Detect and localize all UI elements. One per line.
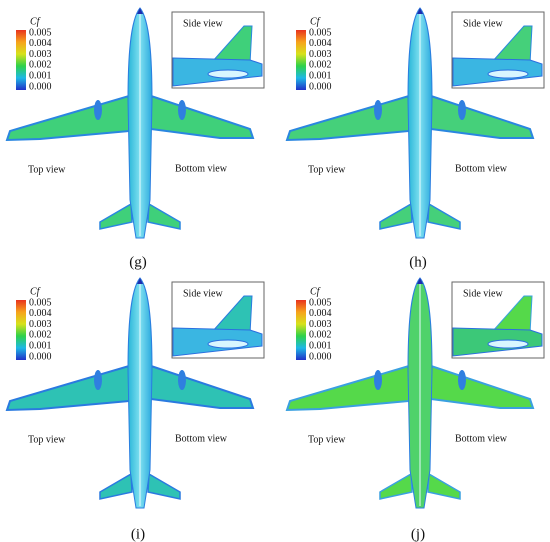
colorbar-tick-label: 0.005	[309, 27, 332, 38]
colorbar-tick-label: 0.003	[29, 319, 52, 330]
top-view-label: Top view	[28, 434, 66, 445]
panel-label: (g)	[129, 254, 147, 270]
colorbar	[296, 30, 306, 90]
colorbar-tick-label: 0.001	[29, 340, 52, 351]
right-wing	[150, 364, 255, 409]
nacelle	[374, 100, 382, 120]
nacelle	[458, 370, 466, 390]
colorbar-tick-label: 0.005	[29, 27, 52, 38]
bottom-view-label: Bottom view	[455, 163, 508, 174]
nacelle	[178, 370, 186, 390]
side-view-label: Side view	[183, 18, 223, 29]
nacelle	[94, 100, 102, 120]
tailplane	[147, 472, 181, 500]
side-view-label: Side view	[183, 288, 223, 299]
side-engine	[207, 69, 249, 79]
panel-label: (h)	[409, 254, 427, 270]
nose	[137, 8, 143, 14]
tailplane	[379, 472, 413, 500]
colorbar-tick-label: 0.002	[29, 60, 52, 71]
top-view-label: Top view	[308, 164, 346, 175]
nacelle	[458, 100, 466, 120]
colorbar-title: Cf	[30, 16, 41, 27]
colorbar-tick-label: 0.002	[309, 60, 332, 71]
panel: Side view Cf0.0050.0040.0030.0020.0010.00…	[285, 7, 545, 270]
nacelle	[94, 370, 102, 390]
colorbar-tick-label: 0.002	[309, 330, 332, 341]
panel: Side view Cf0.0050.0040.0030.0020.0010.00…	[285, 277, 545, 542]
colorbar-tick-label: 0.001	[309, 70, 332, 81]
left-wing	[5, 364, 130, 412]
colorbar-tick-label: 0.005	[29, 297, 52, 308]
colorbar-tick-label: 0.004	[309, 308, 332, 319]
nose	[137, 278, 143, 284]
side-engine	[487, 69, 529, 79]
colorbar-tick-label: 0.003	[309, 319, 332, 330]
colorbar	[296, 300, 306, 360]
nose	[417, 278, 423, 284]
colorbar-tick-label: 0.002	[29, 330, 52, 341]
colorbar-tick-label: 0.004	[309, 38, 332, 49]
colorbar-tick-label: 0.003	[29, 49, 52, 60]
panel-label: (i)	[131, 526, 145, 542]
bottom-view-label: Bottom view	[175, 433, 228, 444]
colorbar-title: Cf	[310, 16, 321, 27]
top-view-label: Top view	[28, 164, 66, 175]
side-view-label: Side view	[463, 288, 503, 299]
right-wing	[430, 364, 535, 409]
right-wing	[430, 94, 535, 139]
tailplane	[427, 472, 461, 500]
colorbar-tick-label: 0.005	[309, 297, 332, 308]
panel-label: (j)	[411, 526, 425, 542]
colorbar-tick-label: 0.000	[309, 81, 332, 92]
panel: Side view Cf0.0050.0040.0030.0020.0010.00…	[5, 277, 265, 542]
side-engine	[207, 339, 249, 349]
right-wing	[150, 94, 255, 139]
colorbar-tick-label: 0.004	[29, 38, 52, 49]
colorbar-tick-label: 0.000	[29, 351, 52, 362]
colorbar-tick-label: 0.004	[29, 308, 52, 319]
nacelle	[178, 100, 186, 120]
colorbar-title: Cf	[30, 286, 41, 297]
colorbar	[16, 30, 26, 90]
left-wing	[5, 94, 130, 142]
tailplane	[379, 202, 413, 230]
colorbar-tick-label: 0.000	[29, 81, 52, 92]
panel: Side view Cf0.0050.0040.0030.0020.0010.00…	[5, 7, 265, 270]
colorbar	[16, 300, 26, 360]
colorbar-tick-label: 0.000	[309, 351, 332, 362]
colorbar-tick-label: 0.001	[309, 340, 332, 351]
side-view-label: Side view	[463, 18, 503, 29]
side-engine	[487, 339, 529, 349]
bottom-view-label: Bottom view	[455, 433, 508, 444]
tailplane	[99, 472, 133, 500]
tailplane	[99, 202, 133, 230]
top-view-label: Top view	[308, 434, 346, 445]
tailplane	[147, 202, 181, 230]
colorbar-tick-label: 0.003	[309, 49, 332, 60]
colorbar-title: Cf	[310, 286, 321, 297]
left-wing	[285, 364, 410, 412]
left-wing	[285, 94, 410, 142]
nacelle	[374, 370, 382, 390]
nose	[417, 8, 423, 14]
bottom-view-label: Bottom view	[175, 163, 228, 174]
colorbar-tick-label: 0.001	[29, 70, 52, 81]
tailplane	[427, 202, 461, 230]
